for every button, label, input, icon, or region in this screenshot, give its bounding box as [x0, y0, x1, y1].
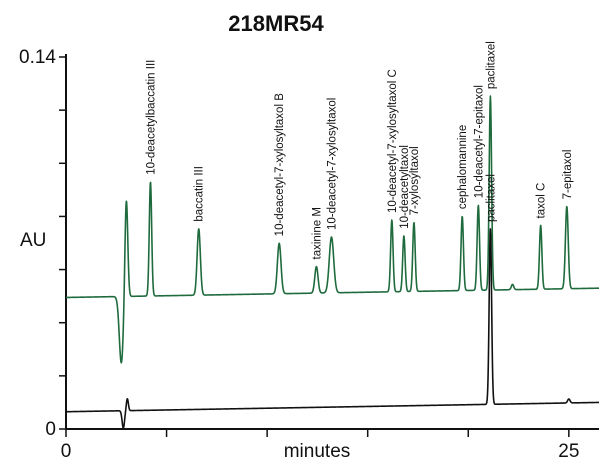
peak-label: 10-deacetyl-7-xylosyltaxol: [327, 98, 339, 230]
peak-label: baccatin III: [194, 166, 206, 222]
x-axis-label: minutes: [284, 441, 351, 460]
traces: [65, 95, 599, 429]
peak-label: 10-deacetyl-7-epitaxol: [473, 85, 485, 198]
peak-label: paclitaxel: [485, 174, 497, 222]
peak-label: 10-deacetyltaxol: [399, 145, 411, 229]
x-tick-label: 0: [61, 441, 72, 460]
peak-label: 10-deacetyl-7-xylosyltaxol B: [274, 93, 286, 237]
peak-labels: 10-deacetylbaccatin III baccatin III 10-de…: [146, 41, 574, 259]
chart-title: 218MR54: [228, 11, 324, 36]
lower-trace: [65, 228, 599, 429]
peak-label: taxol C: [536, 183, 548, 219]
upper-trace: [65, 95, 599, 364]
peak-label: 10-deacetyl-7-xylosyltaxol C: [387, 69, 399, 213]
peak-label: 7-xylosyltaxol: [409, 146, 421, 215]
axes: 0 0.14 0 25: [19, 47, 599, 460]
x-tick-label: 25: [558, 441, 579, 460]
peak-label: cephalomannine: [457, 125, 469, 209]
peak-label: paclitaxel: [485, 41, 497, 89]
peak-label: 7-epitaxol: [562, 150, 574, 200]
y-tick-label: 0: [45, 419, 56, 440]
peak-label: taxinine M: [311, 207, 323, 259]
peak-label: 10-deacetylbaccatin III: [146, 60, 158, 175]
y-tick-label: 0.14: [19, 47, 56, 68]
y-axis-label: AU: [20, 230, 46, 251]
